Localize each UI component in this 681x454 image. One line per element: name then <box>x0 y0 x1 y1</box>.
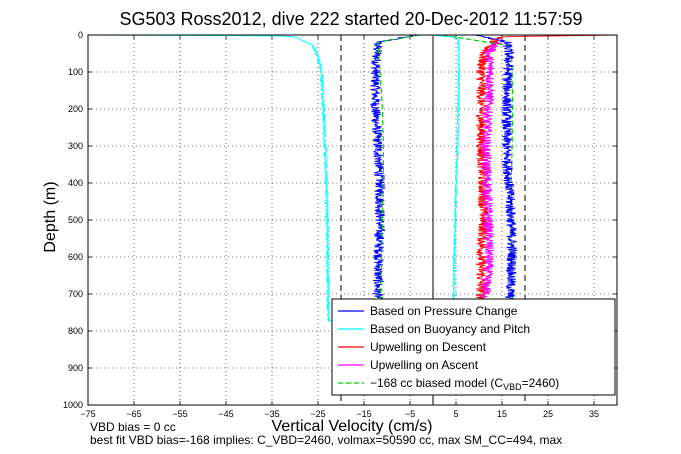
y-axis-label: Depth (m) <box>42 181 59 252</box>
y-tick-label: 300 <box>68 141 83 151</box>
series-line-2 <box>89 35 332 322</box>
x-tick-label: −55 <box>172 409 187 419</box>
y-tick-label: 800 <box>68 326 83 336</box>
x-tick-label: 5 <box>453 409 458 419</box>
x-tick-label: −5 <box>405 409 415 419</box>
series-line-5 <box>442 35 515 320</box>
y-tick-label: 600 <box>68 252 83 262</box>
vbd-bias-note: VBD bias = 0 cc <box>90 420 176 434</box>
legend-box <box>331 298 616 396</box>
legend-entry: −168 cc biased model (CVBD=2460) <box>370 376 559 392</box>
series-line-4 <box>480 41 501 317</box>
x-tick-label: −75 <box>80 409 95 419</box>
x-tick-label: −25 <box>310 409 325 419</box>
legend-entry: Based on Pressure Change <box>370 304 518 318</box>
y-tick-label: 1000 <box>63 400 83 410</box>
x-tick-label: −65 <box>126 409 141 419</box>
legend-entry: Based on Buoyancy and Pitch <box>370 322 530 336</box>
extra-trace-2 <box>428 35 461 322</box>
x-tick-label: 15 <box>497 409 507 419</box>
y-tick-label: 100 <box>68 67 83 77</box>
y-tick-label: 200 <box>68 104 83 114</box>
x-tick-label: −15 <box>356 409 371 419</box>
legend-entry: Upwelling on Ascent <box>370 358 479 372</box>
x-tick-label: 35 <box>589 409 599 419</box>
plot-frame <box>87 34 618 406</box>
x-tick-label: −35 <box>264 409 279 419</box>
y-tick-label: 400 <box>68 178 83 188</box>
x-tick-label: −45 <box>218 409 233 419</box>
chart-title: SG503 Ross2012, dive 222 started 20-Dec-… <box>120 9 583 29</box>
series-line-5-branch <box>377 35 420 320</box>
x-tick-label: 25 <box>543 409 553 419</box>
best-fit-note: best fit VBD bias=-168 implies: C_VBD=24… <box>90 433 563 447</box>
y-tick-label: 500 <box>68 215 83 225</box>
legend: Based on Pressure Change Based on Buoyanc… <box>331 298 616 396</box>
y-tick-label: 0 <box>78 30 83 40</box>
x-axis-label: Vertical Velocity (cm/s) <box>272 418 433 435</box>
y-tick-label: 700 <box>68 289 83 299</box>
y-tick-label: 900 <box>68 363 83 373</box>
legend-entry: Upwelling on Descent <box>370 340 487 354</box>
extra-trace-1 <box>476 35 519 320</box>
series-line-3 <box>474 35 615 317</box>
